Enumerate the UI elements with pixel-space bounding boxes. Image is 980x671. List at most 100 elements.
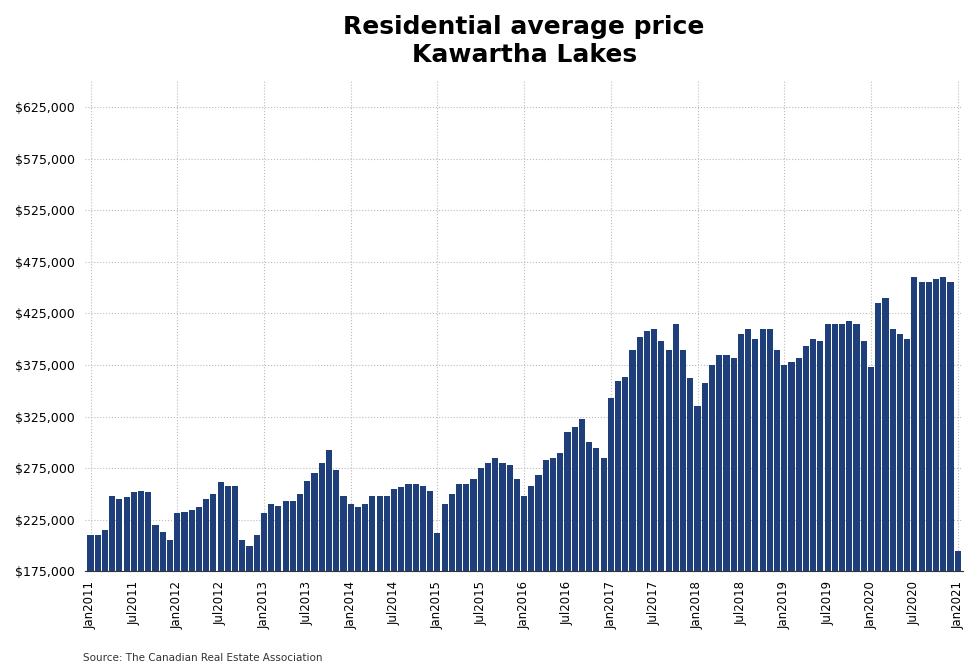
Bar bbox=[485, 463, 491, 671]
Bar bbox=[847, 321, 853, 671]
Bar bbox=[160, 532, 166, 671]
Bar bbox=[528, 486, 534, 671]
Bar bbox=[290, 501, 296, 671]
Bar bbox=[709, 365, 715, 671]
Bar bbox=[629, 350, 636, 671]
Bar bbox=[753, 340, 759, 671]
Bar bbox=[145, 492, 151, 671]
Bar bbox=[940, 277, 947, 671]
Bar bbox=[102, 530, 108, 671]
Bar bbox=[839, 324, 845, 671]
Bar bbox=[167, 540, 173, 671]
Bar bbox=[470, 478, 476, 671]
Bar bbox=[312, 474, 318, 671]
Bar bbox=[196, 507, 202, 671]
Text: Source: The Canadian Real Estate Association: Source: The Canadian Real Estate Associa… bbox=[83, 653, 322, 663]
Bar bbox=[348, 505, 354, 671]
Bar bbox=[275, 507, 281, 671]
Bar bbox=[318, 463, 324, 671]
Bar bbox=[246, 546, 253, 671]
Bar bbox=[477, 468, 484, 671]
Bar bbox=[224, 486, 231, 671]
Bar bbox=[651, 329, 658, 671]
Bar bbox=[926, 282, 932, 671]
Bar bbox=[500, 463, 506, 671]
Bar bbox=[615, 380, 621, 671]
Bar bbox=[369, 496, 375, 671]
Bar bbox=[543, 460, 549, 671]
Bar bbox=[558, 453, 564, 671]
Bar bbox=[514, 478, 520, 671]
Bar bbox=[188, 509, 195, 671]
Bar bbox=[824, 324, 831, 671]
Bar bbox=[232, 486, 238, 671]
Bar bbox=[948, 282, 954, 671]
Bar bbox=[269, 505, 274, 671]
Bar bbox=[593, 448, 600, 671]
Bar bbox=[955, 551, 960, 671]
Bar bbox=[854, 324, 859, 671]
Bar bbox=[687, 378, 694, 671]
Bar bbox=[774, 350, 780, 671]
Bar bbox=[608, 398, 613, 671]
Bar bbox=[868, 367, 874, 671]
Bar bbox=[586, 442, 592, 671]
Bar bbox=[492, 458, 498, 671]
Bar bbox=[521, 496, 527, 671]
Bar bbox=[810, 340, 816, 671]
Bar bbox=[464, 484, 469, 671]
Bar bbox=[181, 511, 187, 671]
Bar bbox=[622, 377, 628, 671]
Bar bbox=[153, 525, 159, 671]
Bar bbox=[333, 470, 339, 671]
Bar bbox=[406, 484, 412, 671]
Bar bbox=[875, 303, 881, 671]
Bar bbox=[766, 329, 773, 671]
Bar bbox=[637, 337, 643, 671]
Bar bbox=[413, 484, 418, 671]
Bar bbox=[723, 355, 729, 671]
Bar bbox=[738, 334, 744, 671]
Bar bbox=[535, 476, 542, 671]
Bar bbox=[860, 342, 867, 671]
Bar bbox=[571, 427, 578, 671]
Bar bbox=[890, 329, 896, 671]
Bar bbox=[211, 494, 217, 671]
Bar bbox=[731, 358, 737, 671]
Bar bbox=[659, 342, 664, 671]
Bar bbox=[918, 282, 925, 671]
Bar bbox=[680, 350, 686, 671]
Bar bbox=[897, 334, 903, 671]
Bar bbox=[933, 279, 939, 671]
Bar bbox=[239, 540, 245, 671]
Bar bbox=[882, 298, 889, 671]
Bar bbox=[427, 491, 433, 671]
Bar bbox=[564, 432, 570, 671]
Bar bbox=[449, 494, 455, 671]
Bar bbox=[796, 358, 802, 671]
Bar bbox=[203, 499, 209, 671]
Bar bbox=[905, 340, 910, 671]
Bar bbox=[297, 494, 303, 671]
Bar bbox=[745, 329, 752, 671]
Bar bbox=[391, 489, 397, 671]
Bar bbox=[434, 533, 440, 671]
Bar bbox=[442, 505, 448, 671]
Bar bbox=[95, 535, 101, 671]
Bar bbox=[832, 324, 838, 671]
Bar bbox=[398, 487, 405, 671]
Bar bbox=[456, 484, 463, 671]
Bar bbox=[362, 505, 368, 671]
Bar bbox=[254, 535, 260, 671]
Bar bbox=[419, 486, 426, 671]
Title: Residential average price
Kawartha Lakes: Residential average price Kawartha Lakes bbox=[343, 15, 705, 67]
Bar bbox=[261, 513, 267, 671]
Bar bbox=[138, 491, 144, 671]
Bar bbox=[87, 535, 93, 671]
Bar bbox=[550, 458, 556, 671]
Bar bbox=[817, 342, 823, 671]
Bar bbox=[665, 350, 671, 671]
Bar bbox=[789, 362, 795, 671]
Bar bbox=[130, 492, 137, 671]
Bar bbox=[376, 496, 382, 671]
